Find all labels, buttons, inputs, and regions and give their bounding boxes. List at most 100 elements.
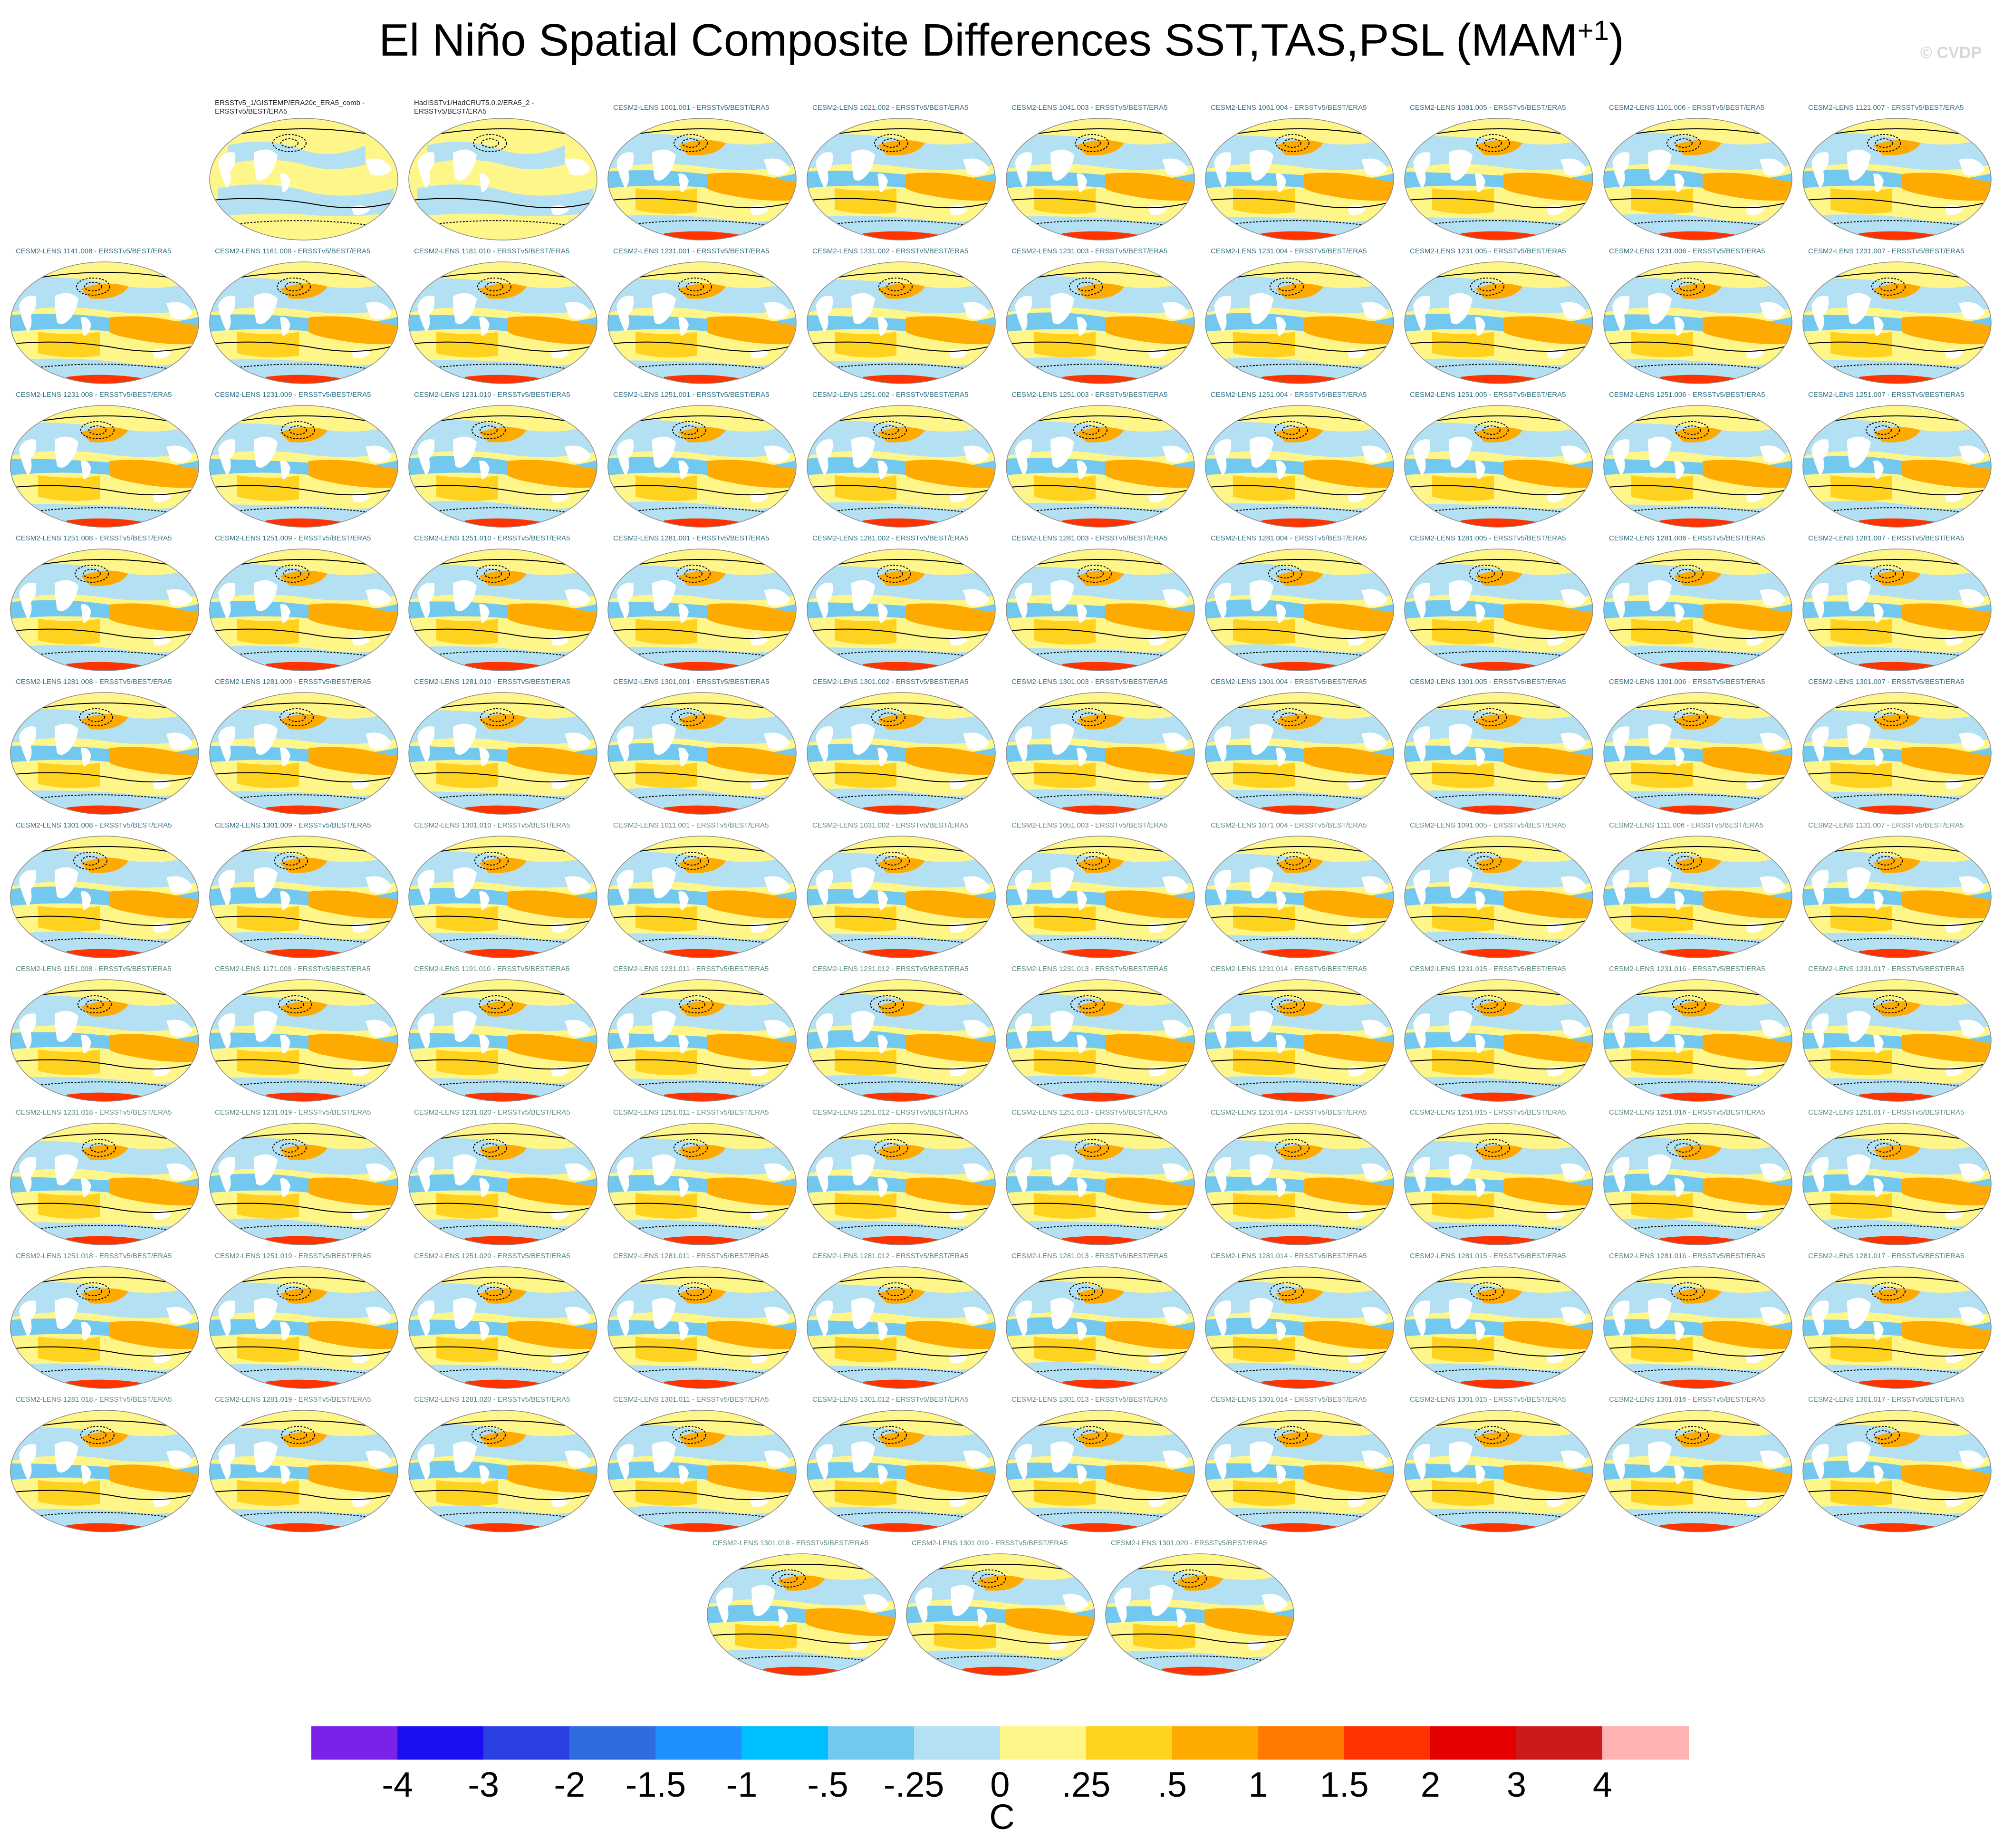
colorbar-tick-label: -2 [554,1765,586,1804]
map-panel: CESM2-LENS 1251.018 - ERSSTv5/BEST/ERA5 [7,1252,202,1395]
composite-map [209,118,398,241]
map-panel: CESM2-LENS 1251.015 - ERSSTv5/BEST/ERA5 [1401,1108,1596,1251]
composite-map [1603,549,1792,671]
panel-label: CESM2-LENS 1101.006 - ERSSTv5/BEST/ERA5 [1609,104,1765,112]
map-panel: CESM2-LENS 1071.004 - ERSSTv5/BEST/ERA5 [1202,821,1397,964]
composite-map [1404,1266,1593,1389]
panel-label: CESM2-LENS 1301.010 - ERSSTv5/BEST/ERA5 [414,821,570,829]
panel-label: CESM2-LENS 1301.006 - ERSSTv5/BEST/ERA5 [1609,678,1765,686]
panel-label: CESM2-LENS 1231.006 - ERSSTv5/BEST/ERA5 [1609,247,1765,255]
composite-map [1603,261,1792,384]
composite-map [1205,1123,1394,1245]
title-superscript: +1 [1577,15,1609,46]
composite-map [1006,1266,1195,1389]
composite-map [209,1123,398,1245]
map-panel: CESM2-LENS 1231.003 - ERSSTv5/BEST/ERA5 [1003,247,1198,390]
map-panel: CESM2-LENS 1301.002 - ERSSTv5/BEST/ERA5 [804,678,999,820]
map-panel: CESM2-LENS 1251.008 - ERSSTv5/BEST/ERA5 [7,534,202,677]
panel-label: CESM2-LENS 1231.017 - ERSSTv5/BEST/ERA5 [1808,965,1964,973]
composite-map [607,549,797,671]
composite-map [10,979,199,1102]
panel-label: CESM2-LENS 1181.010 - ERSSTv5/BEST/ERA5 [414,247,570,255]
panel-label: CESM2-LENS 1301.017 - ERSSTv5/BEST/ERA5 [1808,1396,1964,1404]
panel-label: CESM2-LENS 1251.015 - ERSSTv5/BEST/ERA5 [1410,1108,1566,1116]
panel-label: CESM2-LENS 1231.010 - ERSSTv5/BEST/ERA5 [414,391,570,399]
map-panel: CESM2-LENS 1141.008 - ERSSTv5/BEST/ERA5 [7,247,202,390]
composite-map [408,261,597,384]
colorbar-tick-label: .25 [1061,1765,1111,1804]
colorbar-segment [741,1726,828,1760]
map-panel: CESM2-LENS 1001.001 - ERSSTv5/BEST/ERA5 [605,104,799,246]
panel-label: CESM2-LENS 1231.011 - ERSSTv5/BEST/ERA5 [613,965,769,973]
colorbar-tick-label: 1.5 [1319,1765,1369,1804]
panel-label: CESM2-LENS 1281.002 - ERSSTv5/BEST/ERA5 [812,534,969,542]
composite-map [1404,549,1593,671]
panel-label: CESM2-LENS 1231.003 - ERSSTv5/BEST/ERA5 [1011,247,1168,255]
composite-map [1603,979,1792,1102]
composite-map [1006,1123,1195,1245]
panel-label: CESM2-LENS 1301.018 - ERSSTv5/BEST/ERA5 [713,1539,869,1547]
map-panel: CESM2-LENS 1231.008 - ERSSTv5/BEST/ERA5 [7,391,202,533]
map-panel: CESM2-LENS 1231.012 - ERSSTv5/BEST/ERA5 [804,965,999,1107]
map-panel: CESM2-LENS 1031.002 - ERSSTv5/BEST/ERA5 [804,821,999,964]
panel-label: CESM2-LENS 1301.020 - ERSSTv5/BEST/ERA5 [1111,1539,1267,1547]
panel-label: CESM2-LENS 1301.011 - ERSSTv5/BEST/ERA5 [613,1396,769,1404]
composite-map [1802,405,1992,528]
composite-map [1105,1553,1294,1676]
panel-label: CESM2-LENS 1301.009 - ERSSTv5/BEST/ERA5 [215,821,371,829]
panel-label: CESM2-LENS 1051.003 - ERSSTv5/BEST/ERA5 [1011,821,1168,829]
colorbar-segment [1430,1726,1517,1760]
panel-label: CESM2-LENS 1231.018 - ERSSTv5/BEST/ERA5 [16,1108,172,1116]
map-panel: CESM2-LENS 1281.009 - ERSSTv5/BEST/ERA5 [206,678,401,820]
composite-map [807,979,996,1102]
composite-map [607,1266,797,1389]
panel-label: CESM2-LENS 1251.014 - ERSSTv5/BEST/ERA5 [1211,1108,1367,1116]
colorbar-tick-label: -1.5 [625,1765,686,1804]
colorbar-units: C [989,1797,1015,1837]
title-close: ) [1609,15,1624,66]
panel-label: CESM2-LENS 1231.020 - ERSSTv5/BEST/ERA5 [414,1108,570,1116]
panel-label: CESM2-LENS 1301.008 - ERSSTv5/BEST/ERA5 [16,821,172,829]
panel-label: CESM2-LENS 1301.014 - ERSSTv5/BEST/ERA5 [1211,1396,1367,1404]
composite-map [1802,692,1992,815]
panel-label: CESM2-LENS 1111.006 - ERSSTv5/BEST/ERA5 [1609,821,1764,829]
composite-map [607,1123,797,1245]
map-panel: CESM2-LENS 1061.004 - ERSSTv5/BEST/ERA5 [1202,104,1397,246]
composite-map [209,1266,398,1389]
composite-map [1802,1266,1992,1389]
map-panel: CESM2-LENS 1051.003 - ERSSTv5/BEST/ERA5 [1003,821,1198,964]
composite-map [1205,692,1394,815]
map-panel: CESM2-LENS 1251.004 - ERSSTv5/BEST/ERA5 [1202,391,1397,533]
composite-map [1404,979,1593,1102]
composite-map [1802,118,1992,241]
panel-label: CESM2-LENS 1071.004 - ERSSTv5/BEST/ERA5 [1211,821,1367,829]
map-panel: CESM2-LENS 1251.014 - ERSSTv5/BEST/ERA5 [1202,1108,1397,1251]
map-panel: CESM2-LENS 1281.003 - ERSSTv5/BEST/ERA5 [1003,534,1198,677]
map-panel: CESM2-LENS 1301.016 - ERSSTv5/BEST/ERA5 [1600,1396,1795,1538]
map-panel: CESM2-LENS 1281.020 - ERSSTv5/BEST/ERA5 [405,1396,600,1538]
figure-title: El Niño Spatial Composite Differences SS… [0,14,2003,67]
composite-map [408,405,597,528]
composite-map [1006,692,1195,815]
colorbar-segment [1000,1726,1086,1760]
composite-map [807,1123,996,1245]
map-panel: CESM2-LENS 1231.007 - ERSSTv5/BEST/ERA5 [1800,247,1994,390]
panel-label: CESM2-LENS 1231.001 - ERSSTv5/BEST/ERA5 [613,247,770,255]
panel-label: CESM2-LENS 1231.016 - ERSSTv5/BEST/ERA5 [1609,965,1765,973]
composite-map [209,836,398,958]
colorbar-segment [1172,1726,1259,1760]
composite-map [408,836,597,958]
panel-label: CESM2-LENS 1191.010 - ERSSTv5/BEST/ERA5 [414,965,570,973]
map-panel: CESM2-LENS 1231.002 - ERSSTv5/BEST/ERA5 [804,247,999,390]
map-panel: CESM2-LENS 1281.002 - ERSSTv5/BEST/ERA5 [804,534,999,677]
panel-label: CESM2-LENS 1251.007 - ERSSTv5/BEST/ERA5 [1808,391,1964,399]
map-panel: CESM2-LENS 1191.010 - ERSSTv5/BEST/ERA5 [405,965,600,1107]
panel-label: CESM2-LENS 1301.005 - ERSSTv5/BEST/ERA5 [1410,678,1566,686]
colorbar-tick-label: 3 [1506,1765,1526,1804]
composite-map [408,692,597,815]
colorbar-segment [569,1726,656,1760]
colorbar-segment [311,1726,398,1760]
panel-label: CESM2-LENS 1281.009 - ERSSTv5/BEST/ERA5 [215,678,371,686]
map-panel: CESM2-LENS 1231.006 - ERSSTv5/BEST/ERA5 [1600,247,1795,390]
panel-label: CESM2-LENS 1251.011 - ERSSTv5/BEST/ERA5 [613,1108,769,1116]
